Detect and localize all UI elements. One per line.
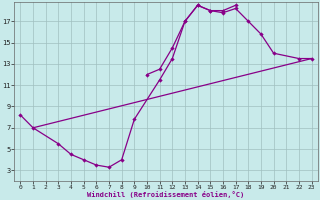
X-axis label: Windchill (Refroidissement éolien,°C): Windchill (Refroidissement éolien,°C) bbox=[87, 191, 244, 198]
